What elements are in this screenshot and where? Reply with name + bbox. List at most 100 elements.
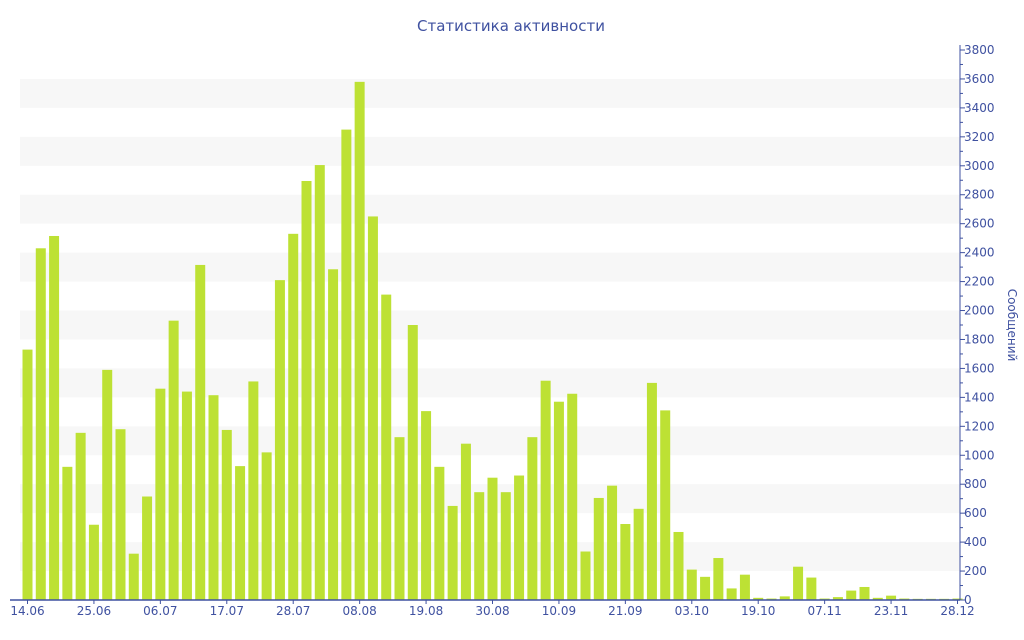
x-tick-label: 06.07 bbox=[143, 604, 177, 618]
bar bbox=[806, 577, 817, 600]
bar bbox=[328, 269, 339, 600]
y-tick-label: 600 bbox=[964, 506, 987, 520]
bar bbox=[713, 558, 724, 600]
bar bbox=[460, 443, 471, 600]
y-tick-label: 800 bbox=[964, 477, 987, 491]
bar bbox=[753, 597, 764, 600]
y-tick-label: 1200 bbox=[964, 419, 995, 433]
bar bbox=[686, 569, 697, 600]
bar bbox=[859, 586, 870, 600]
x-tick-label: 19.10 bbox=[741, 604, 775, 618]
x-tick-label: 08.08 bbox=[342, 604, 376, 618]
y-tick-label: 3200 bbox=[964, 130, 995, 144]
bar bbox=[580, 551, 591, 600]
bar bbox=[341, 129, 352, 600]
bar bbox=[846, 590, 857, 600]
y-tick-label: 2600 bbox=[964, 217, 995, 231]
bar bbox=[886, 595, 897, 600]
bar bbox=[700, 576, 711, 600]
y-tick-label: 200 bbox=[964, 564, 987, 578]
x-tick-label: 28.07 bbox=[276, 604, 310, 618]
bar bbox=[142, 496, 153, 600]
y-tick-label: 3800 bbox=[964, 43, 995, 57]
bar bbox=[195, 264, 206, 600]
bar bbox=[394, 437, 405, 600]
y-tick-label: 0 bbox=[964, 593, 972, 607]
y-tick-label: 2200 bbox=[964, 275, 995, 289]
bar bbox=[128, 553, 139, 600]
y-tick-label: 2000 bbox=[964, 304, 995, 318]
x-tick-label: 21.09 bbox=[608, 604, 642, 618]
bar bbox=[633, 508, 644, 600]
bar bbox=[301, 180, 312, 600]
grid-band bbox=[20, 252, 960, 282]
bar bbox=[62, 466, 73, 600]
bar bbox=[248, 381, 259, 600]
y-tick-label: 2400 bbox=[964, 246, 995, 260]
y-tick-label: 2800 bbox=[964, 188, 995, 202]
bar bbox=[208, 395, 219, 600]
y-tick-label: 3000 bbox=[964, 159, 995, 173]
bar bbox=[832, 597, 843, 600]
bar bbox=[407, 325, 418, 600]
bar bbox=[88, 524, 99, 600]
y-axis-label: Сообщений bbox=[1005, 289, 1019, 362]
chart-title: Статистика активности bbox=[417, 17, 605, 35]
y-tick-label: 1800 bbox=[964, 332, 995, 346]
y-tick-label: 3600 bbox=[964, 72, 995, 86]
x-tick-label: 17.07 bbox=[210, 604, 244, 618]
bar bbox=[739, 574, 750, 600]
bar bbox=[500, 492, 511, 600]
bar bbox=[514, 475, 525, 600]
y-tick-label: 1000 bbox=[964, 448, 995, 462]
bar bbox=[354, 81, 365, 600]
bar bbox=[527, 437, 538, 600]
x-tick-label: 25.06 bbox=[77, 604, 111, 618]
bar bbox=[540, 380, 551, 600]
bar bbox=[421, 411, 432, 600]
bar bbox=[115, 429, 126, 600]
bar bbox=[726, 588, 737, 600]
x-tick-label: 07.11 bbox=[807, 604, 841, 618]
bar bbox=[367, 216, 378, 600]
x-tick-label: 30.08 bbox=[475, 604, 509, 618]
bars bbox=[22, 81, 963, 600]
bar bbox=[567, 393, 578, 600]
bar bbox=[22, 349, 33, 600]
bar bbox=[620, 524, 631, 600]
bar bbox=[75, 432, 86, 600]
grid-band bbox=[20, 194, 960, 224]
x-tick-label: 14.06 bbox=[10, 604, 44, 618]
bar bbox=[155, 388, 166, 600]
bar bbox=[487, 477, 498, 600]
x-tick-label: 28.12 bbox=[940, 604, 974, 618]
x-tick-label: 10.09 bbox=[542, 604, 576, 618]
grid-band bbox=[20, 78, 960, 108]
bar bbox=[660, 410, 671, 600]
y-tick-label: 3400 bbox=[964, 101, 995, 115]
bar bbox=[49, 235, 60, 600]
bar bbox=[793, 566, 804, 600]
bar bbox=[434, 466, 445, 600]
bar bbox=[593, 497, 604, 600]
bar bbox=[35, 248, 46, 600]
bar bbox=[288, 233, 299, 600]
bar bbox=[646, 382, 657, 600]
bar bbox=[673, 531, 684, 600]
bar bbox=[221, 429, 232, 600]
x-tick-label: 23.11 bbox=[874, 604, 908, 618]
bar bbox=[553, 401, 564, 600]
y-tick-label: 400 bbox=[964, 535, 987, 549]
grid-band bbox=[20, 310, 960, 340]
x-tick-label: 19.08 bbox=[409, 604, 443, 618]
bar bbox=[261, 452, 272, 600]
bar bbox=[235, 466, 246, 600]
bar bbox=[102, 369, 113, 600]
x-axis: 14.06 25.06 06.07 17.07 28.07 08.08 19.08 30.08… bbox=[10, 599, 975, 618]
bar bbox=[181, 391, 192, 600]
y-tick-label: 1400 bbox=[964, 390, 995, 404]
bar bbox=[474, 492, 485, 600]
bar bbox=[872, 597, 883, 600]
grid-band bbox=[20, 136, 960, 166]
